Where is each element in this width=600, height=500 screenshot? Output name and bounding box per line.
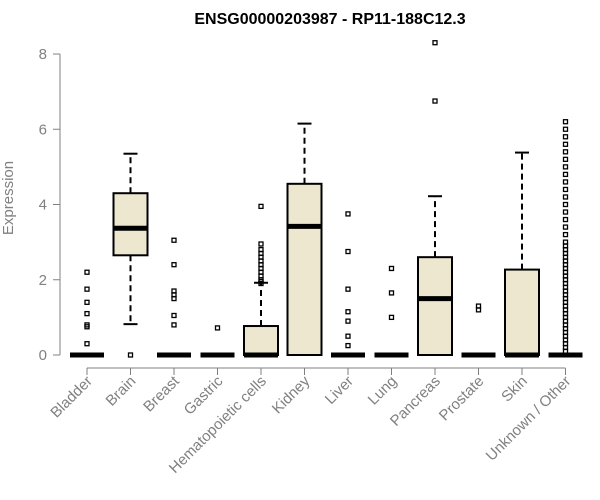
y-tick-label: 8 xyxy=(39,46,47,63)
outlier-point xyxy=(345,286,351,292)
box-group xyxy=(461,303,496,358)
box-group xyxy=(548,119,583,358)
outlier-point xyxy=(345,318,351,324)
outlier-point xyxy=(562,119,569,125)
box-rect xyxy=(417,256,453,356)
outlier-point xyxy=(562,201,569,208)
box-group xyxy=(112,152,149,358)
outlier-point xyxy=(475,303,482,309)
outlier-point xyxy=(171,262,177,268)
outlier-point xyxy=(562,149,569,155)
box-rect xyxy=(286,182,323,356)
outlier-point xyxy=(214,325,221,331)
outlier-point xyxy=(171,322,177,328)
outlier-point xyxy=(171,312,177,319)
outlier-point xyxy=(562,239,569,245)
outlier-point xyxy=(258,203,264,210)
outlier-point xyxy=(388,265,395,272)
box-group xyxy=(331,211,365,358)
box-group xyxy=(504,151,540,358)
outlier-point xyxy=(84,310,90,317)
outlier-point xyxy=(345,333,351,339)
outlier-point xyxy=(84,341,90,347)
boxes-layer xyxy=(70,40,583,358)
x-tick-label: Brain xyxy=(103,373,140,410)
outlier-point xyxy=(562,126,569,132)
outlier-point xyxy=(562,156,569,163)
box-group xyxy=(286,122,323,356)
x-tick-label: Prostate xyxy=(436,373,488,425)
box-group xyxy=(157,237,191,358)
box-rect xyxy=(504,268,540,356)
outlier-point xyxy=(84,322,90,328)
outlier-point xyxy=(562,209,569,215)
outlier-point xyxy=(258,241,264,247)
outlier-point xyxy=(84,269,90,275)
x-tick-label: Lung xyxy=(365,373,401,409)
y-tick-label: 4 xyxy=(39,197,47,214)
y-tick-label: 2 xyxy=(39,272,47,289)
outlier-point xyxy=(562,171,569,178)
y-axis: 0 2 4 6 8 xyxy=(39,46,61,364)
box-group xyxy=(374,265,409,358)
y-tick-label: 0 xyxy=(39,347,47,364)
box-group xyxy=(70,269,104,358)
outlier-point xyxy=(562,186,569,193)
chart-title: ENSG00000203987 - RP11-188C12.3 xyxy=(194,11,465,28)
outlier-point xyxy=(127,352,134,358)
outlier-point xyxy=(388,290,395,296)
x-tick-label: Breast xyxy=(140,372,183,415)
outlier-point xyxy=(258,246,264,253)
outlier-point xyxy=(388,314,395,321)
outlier-point xyxy=(345,342,351,349)
outlier-point xyxy=(432,40,438,46)
x-tick-label: Bladder xyxy=(47,373,96,422)
outlier-point xyxy=(562,224,569,230)
outlier-point xyxy=(432,98,438,104)
outlier-point xyxy=(171,288,177,294)
x-tick-label: Liver xyxy=(322,373,357,408)
outlier-point xyxy=(562,141,569,147)
outlier-point xyxy=(171,237,177,243)
x-tick-label: Skin xyxy=(498,373,531,406)
box-group xyxy=(417,40,453,356)
outlier-point xyxy=(84,286,90,292)
outlier-point xyxy=(562,231,569,238)
box-group xyxy=(243,203,279,358)
outlier-point xyxy=(562,134,569,140)
outlier-point xyxy=(345,211,351,217)
y-axis-label: Expression xyxy=(0,161,17,235)
outlier-point xyxy=(84,299,90,305)
box-rect xyxy=(243,325,279,356)
outlier-point xyxy=(562,194,569,200)
outlier-point xyxy=(345,248,351,255)
outlier-point xyxy=(562,179,569,185)
box-rect xyxy=(112,192,149,257)
box-group xyxy=(200,325,235,358)
outlier-point xyxy=(562,216,569,223)
x-tick-label: Kidney xyxy=(269,372,314,417)
y-tick-label: 6 xyxy=(39,121,47,138)
outlier-point xyxy=(345,309,351,315)
outlier-point xyxy=(562,164,569,170)
